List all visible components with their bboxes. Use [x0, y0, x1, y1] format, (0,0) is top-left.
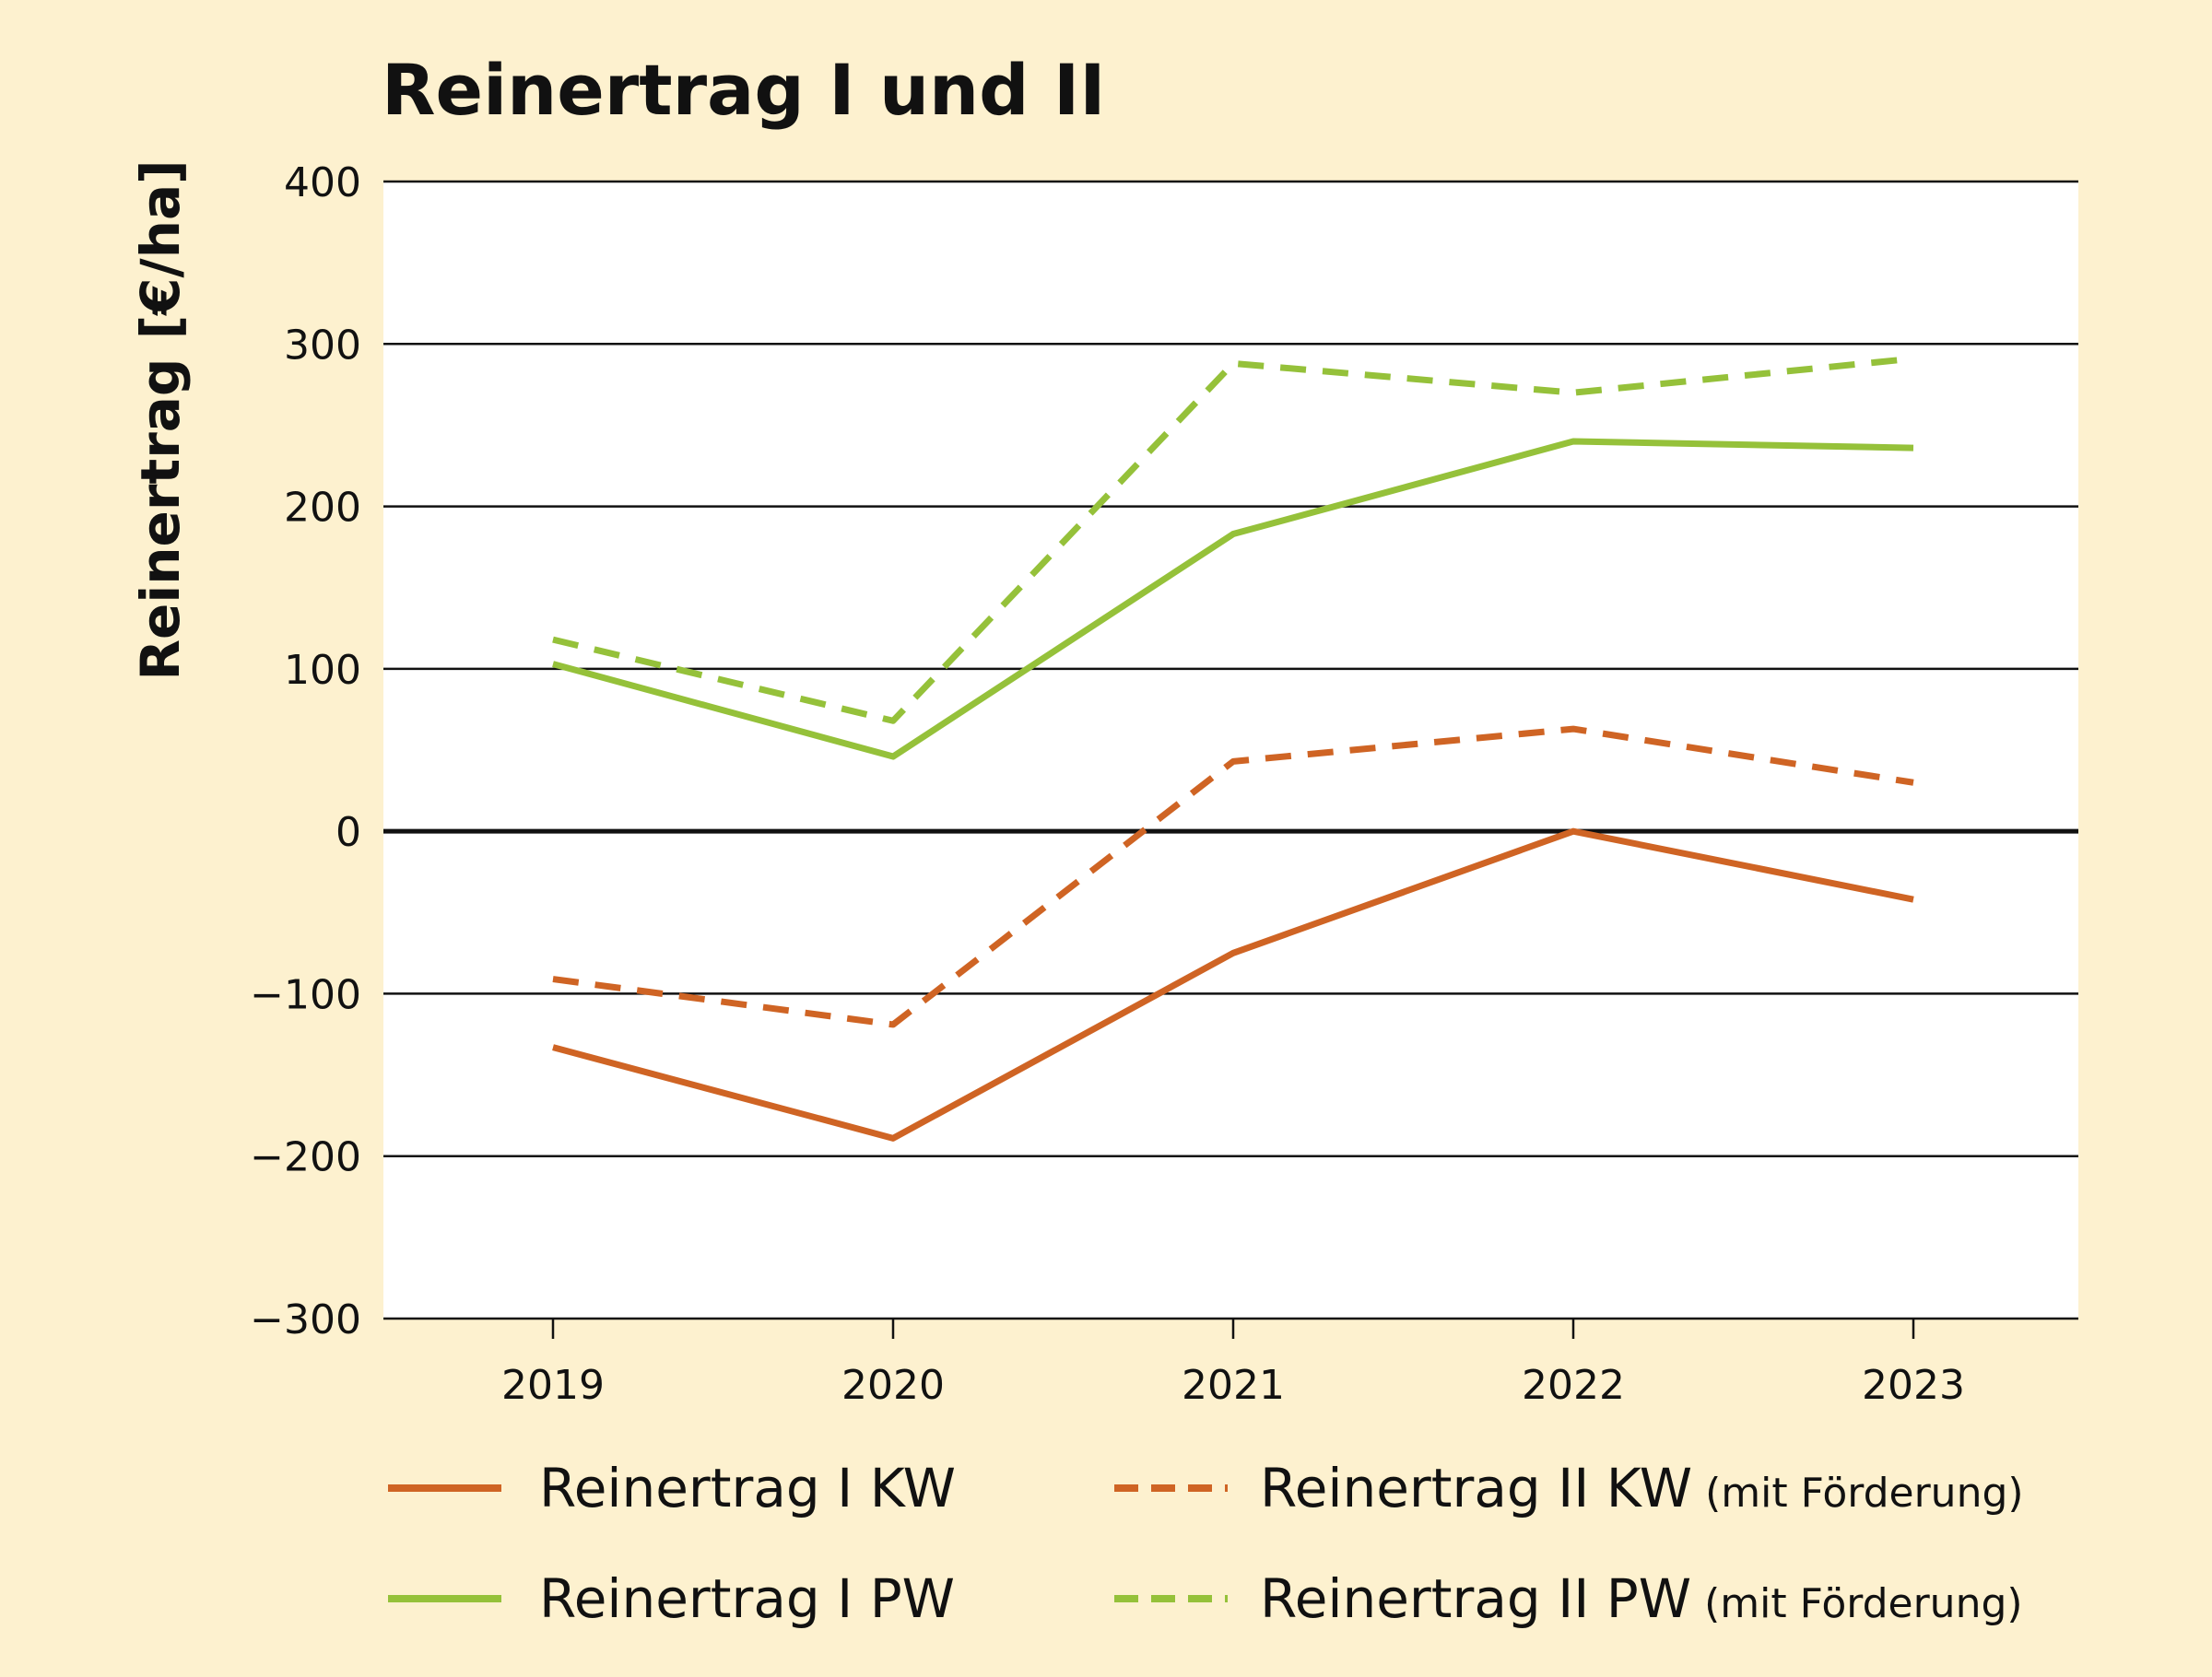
legend-suffix: (mit Förderung) — [1691, 1580, 2022, 1627]
legend-label: Reinertrag I KW — [539, 1457, 956, 1519]
legend-name: Reinertrag I KW — [539, 1457, 956, 1519]
legend-suffix: (mit Förderung) — [1692, 1470, 2023, 1517]
x-tick-label: 2019 — [501, 1362, 605, 1409]
y-tick-label: 200 — [284, 485, 361, 532]
x-tick-label: 2023 — [1862, 1362, 1965, 1409]
series-line-3 — [552, 438, 1914, 760]
y-axis-label: Reinertrag [€/ha] — [129, 159, 192, 680]
y-tick-label: −100 — [250, 971, 361, 1018]
series-line-2 — [552, 725, 1914, 1028]
y-tick-label: 100 — [284, 647, 361, 694]
legend-label: Reinertrag I PW — [539, 1567, 955, 1630]
x-tick-label: 2020 — [841, 1362, 945, 1409]
y-tick-label: 0 — [335, 809, 361, 856]
series-line-1 — [552, 827, 1914, 1142]
legend-name: Reinertrag II PW — [1260, 1567, 1691, 1630]
chart-title: Reinertrag I und II — [382, 49, 1106, 131]
y-tick-label: 400 — [284, 159, 361, 206]
y-tick-label: −300 — [250, 1296, 361, 1343]
x-tick-label: 2021 — [1182, 1362, 1285, 1409]
y-tick-label: 300 — [284, 322, 361, 369]
legend-name: Reinertrag I PW — [539, 1567, 955, 1630]
legend-label: Reinertrag II KW (mit Förderung) — [1260, 1457, 2024, 1519]
plot-area — [383, 182, 2078, 1319]
x-tick-label: 2022 — [1522, 1362, 1625, 1409]
legend-label: Reinertrag II PW (mit Förderung) — [1260, 1567, 2023, 1630]
legend-name: Reinertrag II KW — [1260, 1457, 1692, 1519]
y-tick-label: −200 — [250, 1134, 361, 1181]
series-line-4 — [552, 355, 1914, 724]
